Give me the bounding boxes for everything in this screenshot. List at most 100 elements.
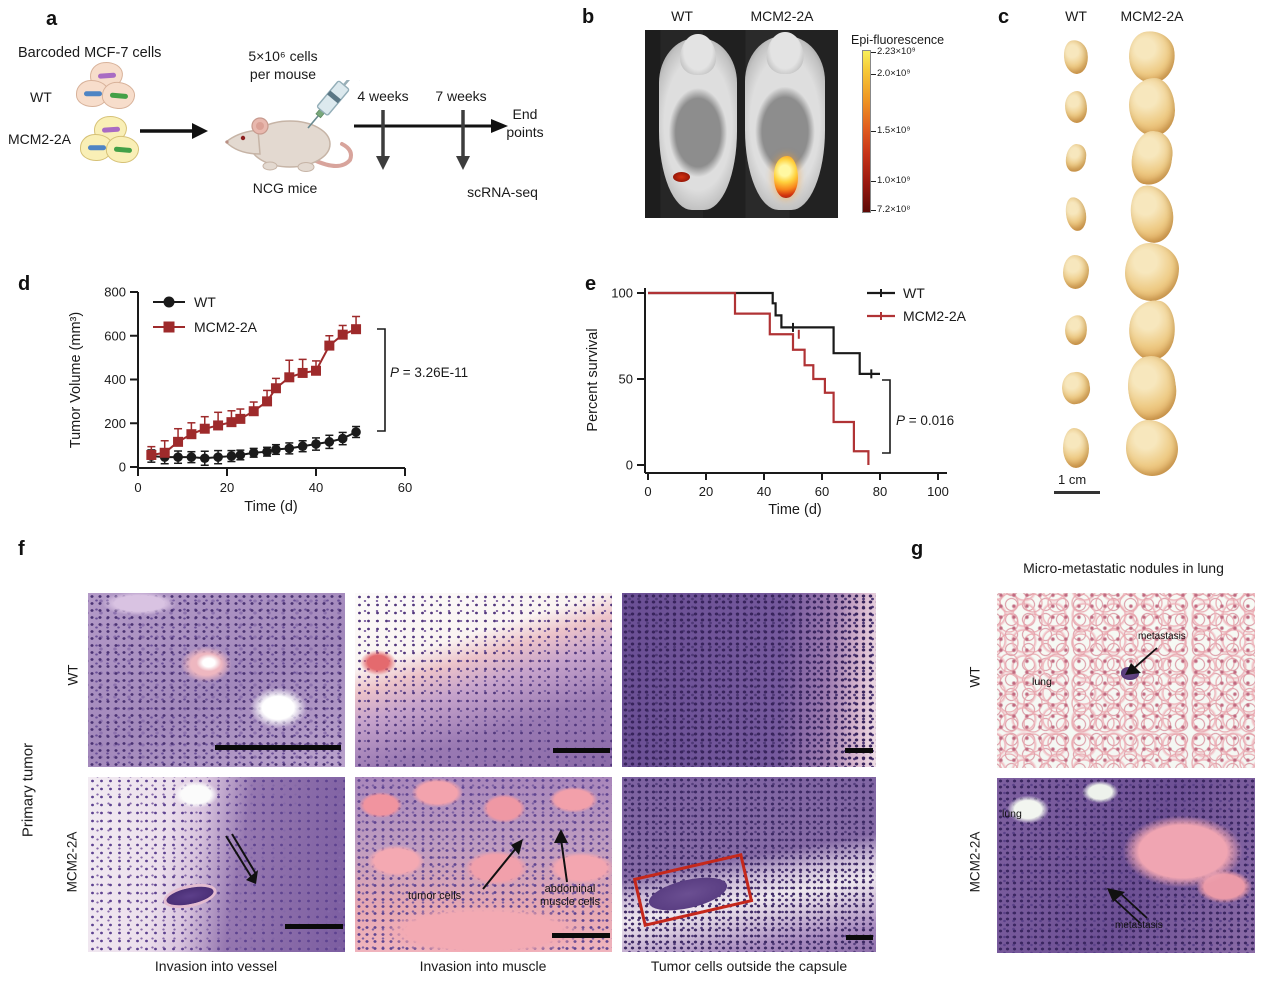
histology-wt-lung bbox=[997, 593, 1255, 768]
histology-wt-vessel bbox=[88, 593, 345, 767]
wt-tumor-photo bbox=[1063, 195, 1089, 233]
colorbar-tick-label: 1.0×10⁹ bbox=[877, 175, 911, 186]
mcm-tumor-photo bbox=[1129, 78, 1175, 136]
panel-e-label: e bbox=[585, 273, 597, 295]
f-caption-vessel: Invasion into vessel bbox=[154, 958, 278, 974]
barcode-bar-blue bbox=[87, 144, 106, 151]
wt-cells-graphic bbox=[76, 60, 138, 112]
svg-text:WT: WT bbox=[194, 294, 216, 310]
scale-label-1cm: 1 cm bbox=[1058, 472, 1087, 487]
svg-text:MCM2-2A: MCM2-2A bbox=[903, 308, 967, 324]
scale-bar bbox=[553, 748, 610, 753]
f-row-mcm-label: MCM2-2A bbox=[64, 831, 80, 893]
mouse-graphic bbox=[224, 80, 363, 172]
g2-lung-label: lung bbox=[1002, 808, 1022, 820]
barcode-bar-blue bbox=[83, 90, 102, 97]
colorbar-tick-label: 7.2×10⁸ bbox=[877, 204, 911, 215]
f-row-wt-label: WT bbox=[65, 664, 81, 686]
colorbar-tick-mark bbox=[871, 52, 876, 53]
svg-text:Time (d): Time (d) bbox=[768, 502, 821, 518]
scale-bar bbox=[552, 933, 610, 938]
lung-metastasis-nodule bbox=[1121, 667, 1139, 680]
barcode-bar-purple bbox=[101, 126, 120, 133]
histology-mcm-lung bbox=[997, 778, 1255, 953]
panel-a-label: a bbox=[46, 8, 58, 30]
injection-dose-label: 5×10⁶ cells per mouse bbox=[248, 48, 318, 82]
svg-text:600: 600 bbox=[104, 328, 126, 343]
wt-tumor-photo bbox=[1064, 142, 1088, 174]
tumor-cells-annotation: tumor cells bbox=[408, 890, 462, 902]
svg-text:40: 40 bbox=[757, 484, 771, 499]
scale-bar bbox=[285, 924, 343, 929]
wt-tumor-photo bbox=[1059, 370, 1093, 406]
mcm-cells-graphic bbox=[80, 114, 142, 166]
flow-arrow bbox=[140, 123, 208, 139]
c-col-mcm-label: MCM2-2A bbox=[1120, 8, 1184, 24]
barcoded-cell bbox=[104, 134, 141, 165]
wt-fluorescence-spot bbox=[673, 172, 690, 182]
g-row-mcm-label: MCM2-2A bbox=[967, 831, 983, 893]
colorbar-tick-mark bbox=[871, 74, 876, 75]
svg-text:0: 0 bbox=[119, 460, 126, 475]
svg-text:60: 60 bbox=[398, 480, 412, 495]
mcm-tumor-photo bbox=[1123, 352, 1181, 424]
wt-tumor-photo bbox=[1063, 255, 1089, 289]
abdominal-muscle-annotation: abdominal muscle cells bbox=[540, 883, 600, 908]
timeline-arrows bbox=[354, 110, 508, 170]
syringe-icon bbox=[307, 80, 363, 129]
barcode-bar-green bbox=[109, 91, 128, 100]
scale-bar bbox=[846, 935, 873, 940]
g1-lung-label: lung bbox=[1032, 676, 1052, 688]
histology-wt-capsule bbox=[622, 593, 876, 767]
wt-mouse-silhouette bbox=[659, 38, 737, 210]
scrna-seq-label: scRNA-seq bbox=[467, 184, 538, 200]
svg-text:800: 800 bbox=[104, 285, 126, 300]
colorbar-tick-label: 1.5×10⁹ bbox=[877, 125, 911, 136]
barcoded-cells-title: Barcoded MCF-7 cells bbox=[18, 45, 162, 61]
g-row-wt-label: WT bbox=[967, 666, 983, 688]
panel-d-label: d bbox=[18, 273, 31, 295]
svg-text:MCM2-2A: MCM2-2A bbox=[194, 319, 258, 335]
svg-text:Time (d): Time (d) bbox=[244, 499, 297, 515]
svg-text:Percent survival: Percent survival bbox=[585, 328, 601, 431]
histology-mcm-vessel bbox=[88, 777, 345, 952]
mouse-fluorescence-image bbox=[645, 30, 838, 218]
g2-metastasis-label: metastasis bbox=[1115, 920, 1163, 931]
svg-text:P = 3.26E-11: P = 3.26E-11 bbox=[390, 365, 468, 380]
barcoded-cell bbox=[100, 80, 137, 111]
mcm-tumor-photo bbox=[1127, 182, 1177, 246]
scale-bar bbox=[215, 745, 341, 750]
mcm-tumor-photo bbox=[1125, 243, 1179, 301]
scale-bar bbox=[1054, 491, 1100, 494]
svg-text:60: 60 bbox=[815, 484, 829, 499]
scale-bar bbox=[845, 748, 873, 753]
histology-wt-muscle bbox=[355, 593, 612, 767]
g-title: Micro-metastatic nodules in lung bbox=[1023, 560, 1224, 576]
panel-c-label: c bbox=[998, 6, 1010, 28]
barcode-bar-purple bbox=[97, 72, 116, 79]
mcm-tumor-photo bbox=[1125, 297, 1179, 363]
svg-text:400: 400 bbox=[104, 372, 126, 387]
panel-f-label: f bbox=[18, 538, 25, 560]
histology-mcm-muscle bbox=[355, 777, 612, 952]
svg-text:50: 50 bbox=[619, 372, 633, 387]
mcm-fluorescence-spot bbox=[774, 156, 798, 198]
endpoint-label: End points bbox=[506, 106, 544, 140]
svg-text:80: 80 bbox=[873, 484, 887, 499]
wt-tumor-photo bbox=[1065, 91, 1087, 123]
svg-text:0: 0 bbox=[644, 484, 651, 499]
colorbar-tick-mark bbox=[871, 131, 876, 132]
panel-b-label: b bbox=[582, 6, 595, 28]
svg-text:200: 200 bbox=[104, 416, 126, 431]
c-col-wt-label: WT bbox=[1065, 8, 1087, 24]
colorbar-title: Epi-fluorescence bbox=[851, 33, 945, 47]
svg-text:100: 100 bbox=[611, 286, 633, 301]
svg-text:P = 0.016: P = 0.016 bbox=[896, 413, 954, 428]
wt-tumor-photo bbox=[1063, 313, 1089, 347]
survival-chart: 0 50 100 0 20 40 60 80 100 Percent survival Time (… bbox=[585, 285, 967, 518]
barcoded-cell bbox=[80, 134, 113, 161]
wt-tumor-photo bbox=[1061, 38, 1091, 76]
mcm-tumor-photo bbox=[1128, 128, 1176, 188]
mcm-tumor-photo bbox=[1126, 420, 1178, 476]
